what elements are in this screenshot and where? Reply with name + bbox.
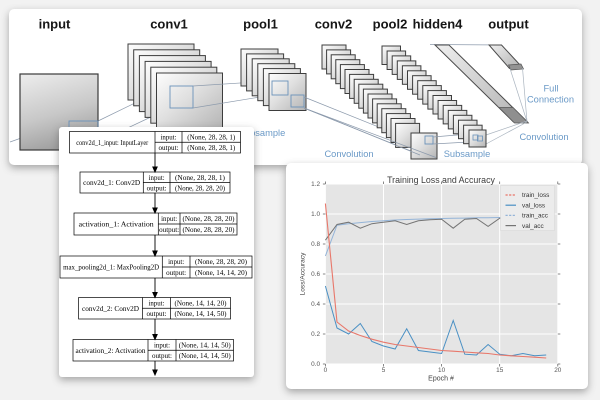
- svg-text:Loss/Accuracy: Loss/Accuracy: [300, 252, 307, 296]
- svg-text:train_loss: train_loss: [522, 192, 549, 199]
- svg-text:input:: input:: [148, 299, 164, 307]
- svg-text:(None, 28, 28, 20): (None, 28, 28, 20): [195, 258, 248, 266]
- svg-text:input:: input:: [161, 215, 177, 223]
- svg-text:val_loss: val_loss: [522, 202, 545, 209]
- svg-text:activation_2: Activation: activation_2: Activation: [76, 347, 146, 355]
- svg-text:10: 10: [438, 367, 446, 374]
- svg-text:output: output: [488, 17, 529, 32]
- svg-text:Full: Full: [544, 84, 559, 94]
- svg-text:input: input: [39, 17, 71, 32]
- svg-text:input:: input:: [161, 133, 177, 141]
- svg-text:Subsample: Subsample: [444, 149, 491, 159]
- svg-text:output:: output:: [159, 226, 179, 234]
- svg-text:0.0: 0.0: [311, 361, 320, 368]
- svg-text:(None, 14, 14, 50): (None, 14, 14, 50): [179, 341, 232, 349]
- svg-text:(None, 14, 14, 20): (None, 14, 14, 20): [175, 299, 228, 307]
- svg-text:hidden4: hidden4: [413, 17, 464, 32]
- svg-text:train_acc: train_acc: [522, 213, 549, 220]
- svg-text:(None, 14, 14, 50): (None, 14, 14, 50): [179, 352, 232, 360]
- svg-text:Connection: Connection: [527, 95, 574, 105]
- svg-text:conv2d_2: Conv2D: conv2d_2: Conv2D: [82, 305, 139, 313]
- svg-text:pool2: pool2: [373, 17, 408, 32]
- svg-text:1.2: 1.2: [311, 181, 320, 188]
- svg-text:(None, 14, 14, 50): (None, 14, 14, 50): [175, 310, 228, 318]
- svg-text:val_acc: val_acc: [522, 223, 544, 230]
- svg-text:(None, 28, 28, 1): (None, 28, 28, 1): [187, 133, 236, 141]
- svg-text:15: 15: [496, 367, 504, 374]
- svg-text:conv2d_1_input: InputLayer: conv2d_1_input: InputLayer: [76, 139, 149, 147]
- svg-text:(None, 28, 28, 20): (None, 28, 28, 20): [175, 184, 226, 192]
- svg-text:input:: input:: [154, 341, 170, 349]
- svg-text:1.0: 1.0: [311, 211, 320, 218]
- svg-text:0.2: 0.2: [311, 331, 320, 338]
- svg-text:max_pooling2d_1: MaxPooling2D: max_pooling2d_1: MaxPooling2D: [63, 264, 159, 272]
- svg-text:(None, 28, 28, 20): (None, 28, 28, 20): [183, 215, 236, 223]
- svg-text:0.6: 0.6: [311, 271, 320, 278]
- svg-text:conv1: conv1: [150, 17, 188, 32]
- svg-text:output:: output:: [152, 352, 172, 360]
- svg-text:input:: input:: [149, 174, 165, 182]
- svg-text:pool1: pool1: [243, 17, 278, 32]
- svg-text:output:: output:: [159, 144, 179, 152]
- svg-text:Convolution: Convolution: [519, 132, 568, 142]
- svg-text:Epoch #: Epoch #: [428, 376, 454, 383]
- svg-text:conv2: conv2: [315, 17, 353, 32]
- svg-text:Training Loss and Accuracy: Training Loss and Accuracy: [387, 175, 495, 185]
- svg-text:output:: output:: [146, 310, 166, 318]
- svg-text:Subsample: Subsample: [239, 128, 286, 138]
- svg-text:(None, 28, 28, 1): (None, 28, 28, 1): [175, 174, 226, 182]
- svg-text:5: 5: [382, 367, 386, 374]
- svg-text:0.4: 0.4: [311, 301, 320, 308]
- svg-text:0: 0: [324, 367, 328, 374]
- svg-text:output:: output:: [166, 269, 186, 277]
- svg-text:activation_1: Activation: activation_1: Activation: [79, 221, 154, 229]
- svg-text:Convolution: Convolution: [324, 149, 373, 159]
- svg-text:(None, 28, 28, 20): (None, 28, 28, 20): [183, 226, 236, 234]
- svg-text:output:: output:: [147, 184, 167, 192]
- svg-text:(None, 14, 14, 20): (None, 14, 14, 20): [195, 269, 248, 277]
- svg-text:0.8: 0.8: [311, 241, 320, 248]
- svg-text:20: 20: [554, 367, 562, 374]
- svg-text:(None, 28, 28, 1): (None, 28, 28, 1): [187, 144, 236, 152]
- svg-text:conv2d_1: Conv2D: conv2d_1: Conv2D: [83, 179, 140, 187]
- svg-text:input:: input:: [168, 258, 184, 266]
